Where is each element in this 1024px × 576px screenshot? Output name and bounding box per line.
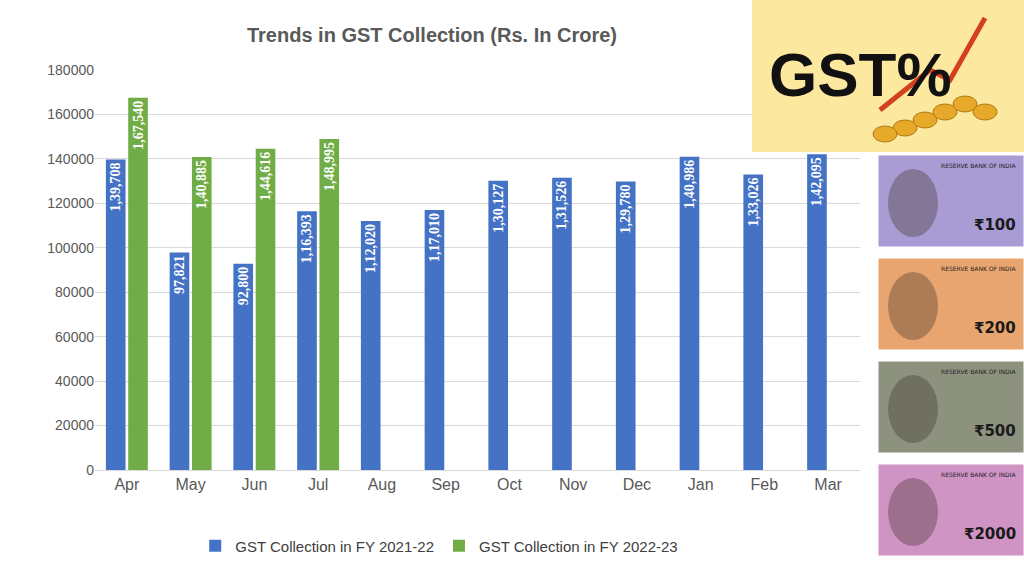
svg-text:RESERVE BANK OF INDIA: RESERVE BANK OF INDIA xyxy=(941,471,1016,478)
svg-text:40000: 40000 xyxy=(55,373,94,389)
svg-text:1,29,780: 1,29,780 xyxy=(618,185,633,234)
svg-text:1,40,885: 1,40,885 xyxy=(194,160,209,209)
svg-text:₹100: ₹100 xyxy=(974,216,1016,234)
svg-text:100000: 100000 xyxy=(47,240,94,256)
svg-text:97,821: 97,821 xyxy=(172,256,187,295)
svg-text:Jul: Jul xyxy=(308,476,328,493)
svg-text:₹2000: ₹2000 xyxy=(964,525,1016,543)
svg-text:₹500: ₹500 xyxy=(974,422,1016,440)
svg-text:May: May xyxy=(176,476,206,493)
svg-text:Nov: Nov xyxy=(559,476,587,493)
svg-text:Mar: Mar xyxy=(814,476,842,493)
svg-text:1,33,026: 1,33,026 xyxy=(746,177,761,226)
svg-text:Jan: Jan xyxy=(688,476,714,493)
svg-text:Oct: Oct xyxy=(497,476,522,493)
svg-text:1,40,986: 1,40,986 xyxy=(682,160,697,209)
svg-text:Feb: Feb xyxy=(751,476,779,493)
svg-text:1,17,010: 1,17,010 xyxy=(427,213,442,262)
svg-text:RESERVE BANK OF INDIA: RESERVE BANK OF INDIA xyxy=(941,162,1016,169)
svg-text:60000: 60000 xyxy=(55,329,94,345)
svg-text:1,30,127: 1,30,127 xyxy=(491,184,506,233)
svg-text:Dec: Dec xyxy=(623,476,651,493)
svg-text:80000: 80000 xyxy=(55,284,94,300)
svg-text:140000: 140000 xyxy=(47,151,94,167)
svg-text:Sep: Sep xyxy=(431,476,460,493)
svg-text:0: 0 xyxy=(86,462,94,478)
svg-text:92,800: 92,800 xyxy=(236,267,251,306)
svg-text:GST%: GST% xyxy=(769,40,952,109)
svg-text:Apr: Apr xyxy=(114,476,140,493)
svg-text:RESERVE BANK OF INDIA: RESERVE BANK OF INDIA xyxy=(941,368,1016,375)
svg-text:1,42,095: 1,42,095 xyxy=(809,157,824,206)
svg-text:RESERVE BANK OF INDIA: RESERVE BANK OF INDIA xyxy=(941,265,1016,272)
svg-text:GST Collection in FY 2022-23: GST Collection in FY 2022-23 xyxy=(479,538,678,555)
svg-text:Jun: Jun xyxy=(241,476,267,493)
svg-text:Aug: Aug xyxy=(368,476,396,493)
svg-text:GST Collection in FY 2021-22: GST Collection in FY 2021-22 xyxy=(235,538,434,555)
svg-text:1,39,708: 1,39,708 xyxy=(108,163,123,212)
svg-text:Trends in GST Collection (Rs.: Trends in GST Collection (Rs. In Crore) xyxy=(247,24,617,46)
svg-text:20000: 20000 xyxy=(55,417,94,433)
svg-text:1,16,393: 1,16,393 xyxy=(299,214,314,263)
svg-text:1,44,616: 1,44,616 xyxy=(258,152,273,201)
svg-text:160000: 160000 xyxy=(47,106,94,122)
svg-text:1,67,540: 1,67,540 xyxy=(131,101,146,150)
svg-text:1,48,995: 1,48,995 xyxy=(322,142,337,191)
svg-text:180000: 180000 xyxy=(47,62,94,78)
svg-text:1,12,020: 1,12,020 xyxy=(363,224,378,273)
svg-text:1,31,526: 1,31,526 xyxy=(554,181,569,230)
svg-text:120000: 120000 xyxy=(47,195,94,211)
svg-text:₹200: ₹200 xyxy=(974,319,1016,337)
